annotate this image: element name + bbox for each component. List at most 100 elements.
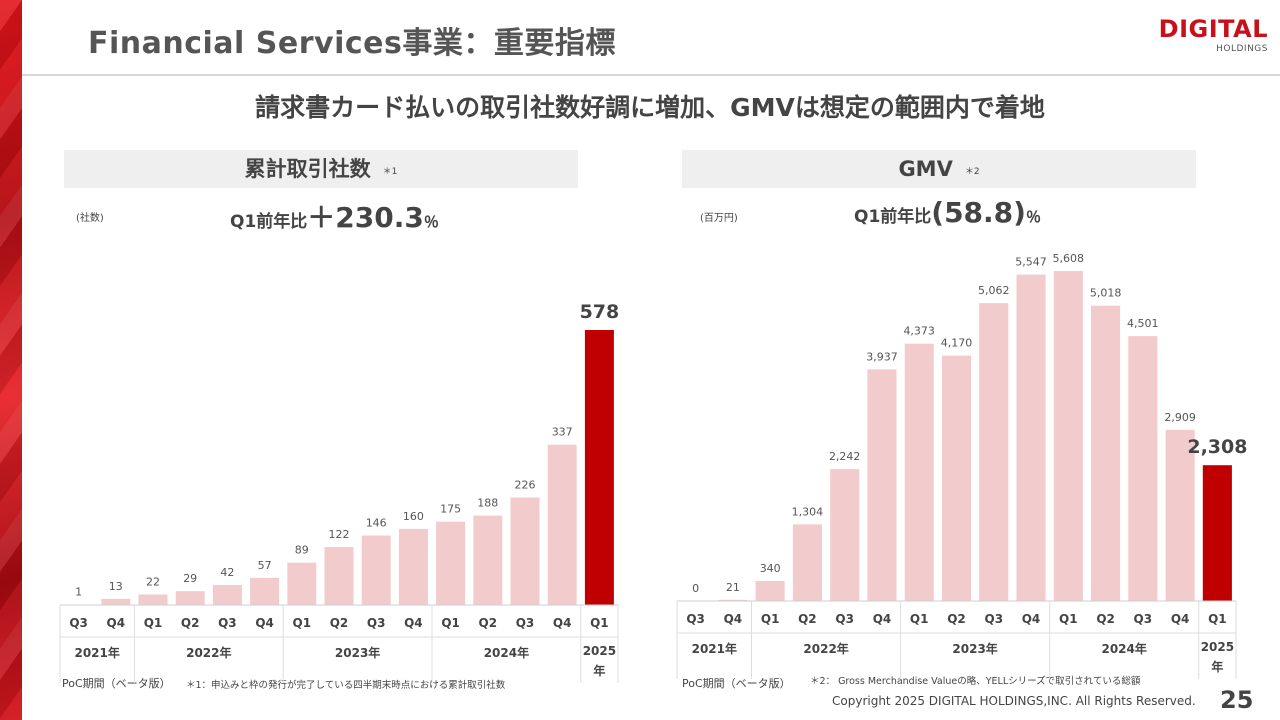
left-chart-data-label: 578	[580, 301, 620, 323]
right-chart-data-label: 2,909	[1164, 411, 1196, 424]
right-chart-year-label: 2024年	[1101, 641, 1146, 656]
right-chart-bar	[1091, 305, 1121, 601]
left-chart-tick-label: Q2	[181, 616, 200, 630]
left-chart-tick-label: Q3	[367, 616, 386, 630]
right-chart-year-suffix: 年	[1211, 659, 1223, 674]
right-poc-label: PoC期間（ベータ版）	[682, 677, 791, 690]
right-footnote: ＊2： Gross Merchandise Valueの略、YELLシリーズで取…	[810, 676, 1141, 687]
left-yoy-label: Q1前年比	[230, 212, 308, 232]
decorative-side-stripe	[0, 0, 22, 720]
left-chart-year-suffix: 年	[593, 663, 605, 678]
right-chart-data-label: 4,501	[1127, 317, 1159, 330]
left-chart-tick-label: Q4	[553, 616, 572, 630]
right-yoy-label: Q1前年比	[854, 207, 932, 227]
left-chart-year-label: 2023年	[335, 645, 380, 660]
left-chart-tick-label: Q3	[69, 616, 88, 630]
right-panel-title: GMV	[898, 157, 953, 181]
left-chart-year-label: 2022年	[186, 645, 231, 660]
right-chart-bar	[867, 369, 897, 601]
right-chart-bar	[1128, 336, 1158, 601]
right-chart-tick-label: Q4	[1171, 612, 1190, 626]
right-chart-bar	[830, 469, 860, 601]
right-chart-tick-label: Q2	[798, 612, 817, 626]
left-chart-bar	[398, 528, 428, 605]
right-chart-bar	[755, 581, 785, 601]
header-divider	[22, 74, 1280, 76]
right-chart-bar	[792, 524, 822, 601]
right-chart-tick-label: Q4	[1022, 612, 1041, 626]
left-chart-bar	[361, 535, 391, 605]
right-chart-data-label: 5,547	[1015, 256, 1047, 269]
left-chart-data-label: 1	[75, 586, 82, 599]
right-yoy-value: (58.8)	[931, 196, 1026, 229]
left-chart-year-label: 2024年	[484, 645, 529, 660]
left-chart-bar	[287, 562, 317, 605]
left-chart-data-label: 175	[440, 503, 461, 516]
left-chart-data-label: 29	[183, 572, 197, 585]
left-chart-bar	[324, 547, 354, 605]
right-yoy: Q1前年比(58.8)％	[854, 196, 1041, 229]
left-chart-data-label: 160	[403, 510, 424, 523]
left-chart-data-label: 337	[552, 426, 573, 439]
left-chart-tick-label: Q4	[107, 616, 126, 630]
left-chart-bar	[212, 585, 242, 605]
left-yoy-value: ＋230.3	[307, 201, 424, 234]
right-chart-tick-label: Q3	[835, 612, 854, 626]
left-chart-data-label: 57	[258, 559, 272, 572]
left-chart-data-label: 188	[477, 497, 498, 510]
page-title: Financial Services事業：重要指標	[88, 26, 616, 61]
right-yoy-suffix: ％	[1025, 208, 1041, 226]
left-unit-label: (社数)	[76, 213, 104, 224]
left-chart-plot: 1 Q3 13 Q4 22 Q1 29 Q2 42 Q3 57 Q4 89 Q1 122 Q2 146 Q3 160…	[59, 301, 620, 683]
left-chart-year-label: 2021年	[74, 645, 119, 660]
left-chart-bar	[547, 444, 577, 605]
right-chart-bar	[904, 343, 934, 601]
left-chart-tick-label: Q3	[516, 616, 535, 630]
right-chart-tick-label: Q3	[985, 612, 1004, 626]
right-chart-tick-label: Q4	[724, 612, 743, 626]
left-footnote: ＊1：申込みと枠の発行が完了している四半期末時点における累計取引社数	[186, 680, 506, 691]
right-chart-tick-label: Q1	[761, 612, 780, 626]
right-chart-tick-label: Q1	[1208, 612, 1227, 626]
right-chart-data-label: 4,373	[903, 325, 935, 338]
right-chart-data-label: 5,018	[1090, 287, 1122, 300]
left-chart-tick-label: Q4	[255, 616, 274, 630]
left-chart-tick-label: Q1	[144, 616, 163, 630]
logo-sub-text: HOLDINGS	[1216, 44, 1268, 54]
right-chart-data-label: 4,170	[941, 337, 973, 350]
right-chart-bar	[1202, 465, 1232, 601]
right-chart-tick-label: Q3	[1134, 612, 1153, 626]
right-chart-data-label: 5,608	[1053, 252, 1085, 265]
left-panel-note-mark: ＊1	[382, 167, 398, 177]
right-chart-bar	[1016, 274, 1046, 601]
left-chart-bar	[473, 515, 503, 605]
left-chart-bar	[250, 577, 280, 605]
left-chart-data-label: 13	[109, 580, 123, 593]
left-chart-data-label: 42	[220, 566, 234, 579]
right-chart-year-label: 2022年	[803, 641, 848, 656]
right-chart-bar	[942, 355, 972, 601]
right-chart-data-label: 5,062	[978, 284, 1010, 297]
left-poc-label: PoC期間（ベータ版）	[62, 677, 171, 690]
right-chart-data-label: 340	[760, 562, 781, 575]
right-chart-bar	[979, 303, 1009, 601]
right-chart-tick-label: Q2	[1096, 612, 1115, 626]
right-chart-data-label: 0	[692, 582, 699, 595]
left-yoy: Q1前年比＋230.3％	[230, 196, 439, 236]
left-chart-tick-label: Q1	[590, 616, 609, 630]
left-chart-bar	[510, 497, 540, 605]
copyright-text: Copyright 2025 DIGITAL HOLDINGS,INC. All…	[832, 694, 1196, 708]
right-chart-tick-label: Q3	[686, 612, 705, 626]
right-chart-bar	[1053, 271, 1083, 601]
left-chart-bar	[584, 330, 614, 605]
left-chart-data-label: 146	[366, 517, 387, 530]
right-chart-year-label: 2023年	[952, 641, 997, 656]
right-chart-tick-label: Q2	[947, 612, 966, 626]
left-chart-bar	[138, 594, 168, 605]
left-chart-tick-label: Q3	[218, 616, 237, 630]
right-chart-data-label: 3,937	[866, 350, 898, 363]
right-chart-tick-label: Q4	[873, 612, 892, 626]
left-chart-data-label: 122	[329, 528, 350, 541]
left-panel-header: 累計取引社数 ＊1	[64, 150, 578, 188]
